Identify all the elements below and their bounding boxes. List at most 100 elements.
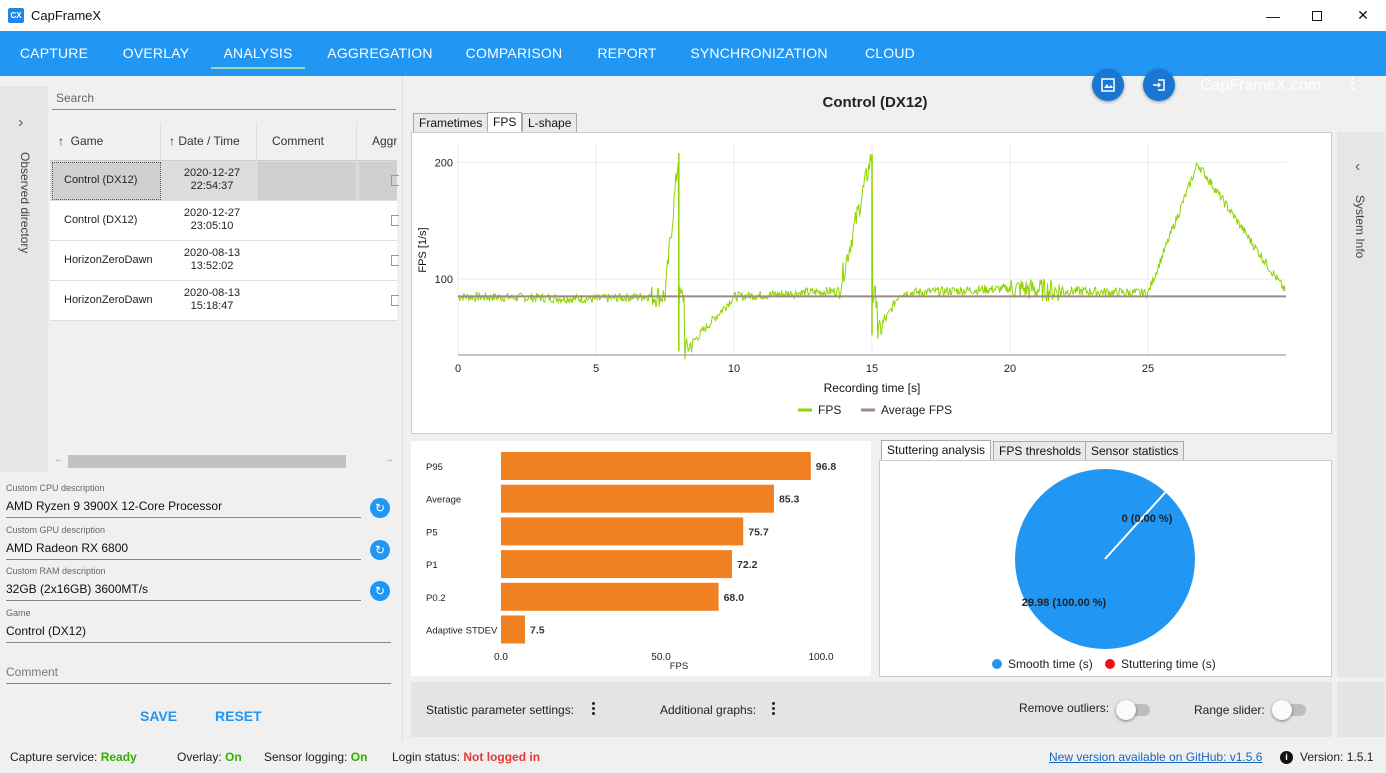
legend-average-label: Average FPS: [881, 403, 952, 417]
bar-x-axis-label: FPS: [670, 661, 688, 672]
nav-report[interactable]: REPORT: [597, 45, 657, 61]
nav-synchronization[interactable]: SYNCHRONIZATION: [690, 45, 828, 61]
cpu-field[interactable]: AMD Ryzen 9 3900X 12-Core Processor: [6, 499, 223, 513]
stat-settings-menu-icon[interactable]: [590, 700, 596, 718]
nav-capture[interactable]: CAPTURE: [19, 45, 89, 61]
bar-category-label: Average: [426, 495, 461, 506]
nav-aggregation[interactable]: AGGREGATION: [327, 45, 433, 61]
info-icon[interactable]: i: [1280, 751, 1293, 764]
search-input[interactable]: Search: [52, 87, 396, 110]
stuttering-time-slice: [1104, 491, 1167, 560]
tab-frametimes[interactable]: Frametimes: [413, 113, 489, 133]
tab-sensor-statistics[interactable]: Sensor statistics: [1085, 441, 1185, 461]
login-icon: [1153, 79, 1165, 91]
fps-line-chart[interactable]: 0 5 10 15 20 25 100 200 Recording time [s] FPS [1…: [412, 133, 1333, 435]
refresh-cpu-button[interactable]: ↻: [370, 498, 390, 518]
column-aggregation[interactable]: Aggr: [372, 134, 397, 148]
save-button[interactable]: SAVE: [140, 708, 178, 724]
table-row[interactable]: HorizonZeroDawn 2020-08-13 15:18:47: [50, 281, 399, 321]
scroll-left-icon[interactable]: ←: [54, 454, 64, 465]
table-row[interactable]: HorizonZeroDawn 2020-08-13 13:52:02: [50, 241, 399, 281]
table-row[interactable]: Control (DX12) 2020-12-27 23:05:10: [50, 201, 399, 241]
stats-bar-panel: P95 96.8 Average 85.3 P5 75.7 P1 72.2 P0.2 68.0 Ad…: [411, 441, 871, 676]
stuttering-panel: 0 (0.00 %) 29.98 (100.00 %) Smooth time (s…: [879, 460, 1332, 677]
legend-stutter-label: Stuttering time (s): [1121, 657, 1216, 671]
x-axis-label: Recording time [s]: [824, 381, 921, 395]
maximize-button[interactable]: [1294, 0, 1340, 31]
screenshot-button[interactable]: [1092, 69, 1124, 101]
remove-outliers-toggle[interactable]: [1116, 700, 1150, 720]
stuttering-pie-chart: 0 (0.00 %) 29.98 (100.00 %) Smooth time (s…: [992, 469, 1216, 671]
refresh-ram-button[interactable]: ↻: [370, 581, 390, 601]
close-icon: ✕: [1357, 7, 1369, 23]
tab-fps[interactable]: FPS: [487, 112, 523, 132]
observed-directory-panel[interactable]: [0, 86, 48, 472]
comment-field[interactable]: Comment: [6, 665, 59, 679]
refresh-icon: ↻: [374, 501, 386, 515]
aggregation-checkbox[interactable]: [391, 215, 399, 226]
aggregation-checkbox[interactable]: [391, 175, 399, 186]
overlay-status: Overlay: On: [177, 750, 242, 764]
bar-x-tick-label: 0.0: [494, 652, 508, 663]
horizontal-scrollbar[interactable]: ← →: [50, 453, 397, 470]
legend-fps-label: FPS: [818, 403, 841, 417]
system-info-panel[interactable]: [1337, 132, 1385, 677]
fps-chart-panel: 0 5 10 15 20 25 100 200 Recording time [s] FPS [1…: [411, 132, 1332, 434]
x-tick-label: 0: [455, 363, 461, 375]
additional-graphs-label: Additional graphs:: [660, 703, 757, 717]
tab-stuttering-analysis[interactable]: Stuttering analysis: [881, 440, 992, 461]
gpu-field-underline: [6, 559, 361, 560]
more-menu-icon[interactable]: [1346, 75, 1358, 95]
aggregation-checkbox[interactable]: [391, 255, 399, 266]
cpu-field-underline: [6, 517, 361, 518]
gpu-field[interactable]: AMD Radeon RX 6800: [6, 541, 129, 555]
reset-button[interactable]: RESET: [215, 708, 262, 724]
x-tick-label: 5: [593, 363, 599, 375]
bottom-options-bar: [411, 682, 1332, 737]
column-game[interactable]: ↑ Game: [50, 122, 161, 161]
update-link[interactable]: New version available on GitHub: v1.5.6: [1049, 750, 1263, 764]
row-game: Control (DX12): [64, 214, 138, 226]
nav-overlay[interactable]: OVERLAY: [122, 45, 190, 61]
sort-up-arrow-icon: ↑: [58, 134, 64, 148]
nav-analysis[interactable]: ANALYSIS: [223, 45, 293, 61]
column-date-time[interactable]: ↑ Date / Time: [161, 122, 257, 161]
row-datetime: 2020-08-13 15:18:47: [183, 287, 241, 312]
column-comment[interactable]: Comment: [257, 122, 357, 161]
row-datetime: 2020-08-13 13:52:02: [183, 247, 241, 272]
website-link[interactable]: CapFrameX.com: [1200, 77, 1321, 94]
table-row[interactable]: Control (DX12) 2020-12-27 22:54:37: [50, 161, 399, 201]
maximize-icon: [1312, 10, 1322, 21]
aggregation-checkbox[interactable]: [391, 295, 399, 306]
ram-label: Custom RAM description: [6, 566, 106, 576]
bar-category-label: P0.2: [426, 593, 446, 604]
row-game: Control (DX12): [64, 174, 138, 186]
app-logo-icon: CX: [8, 8, 24, 23]
tab-l-shape[interactable]: L-shape: [522, 113, 578, 133]
stat-bar: [501, 615, 525, 644]
range-slider-toggle[interactable]: [1272, 700, 1306, 720]
scroll-right-icon[interactable]: →: [384, 454, 394, 465]
close-button[interactable]: ✕: [1340, 0, 1386, 31]
tab-fps-thresholds[interactable]: FPS thresholds: [993, 441, 1088, 461]
bar-category-label: P95: [426, 462, 443, 473]
x-tick-label: 15: [866, 363, 878, 375]
remove-outliers-label: Remove outliers:: [1019, 701, 1110, 715]
nav-cloud[interactable]: CLOUD: [864, 45, 915, 61]
nav-comparison[interactable]: COMPARISON: [465, 45, 563, 61]
row-game: HorizonZeroDawn: [64, 294, 153, 306]
additional-graphs-menu-icon[interactable]: [770, 700, 776, 718]
scrollbar-thumb[interactable]: [68, 455, 346, 468]
chevron-left-icon[interactable]: ‹: [1355, 158, 1361, 175]
stat-bar: [501, 582, 719, 611]
game-field[interactable]: Control (DX12): [6, 624, 87, 638]
stat-bar: [501, 484, 774, 513]
ram-field[interactable]: 32GB (2x16GB) 3600MT/s: [6, 582, 149, 596]
stat-bar: [501, 517, 744, 546]
bottom-options-bar-right: [1337, 682, 1385, 737]
minimize-button[interactable]: —: [1250, 0, 1296, 31]
observed-directory-label: Observed directory: [18, 152, 32, 254]
chevron-right-icon[interactable]: ›: [18, 114, 24, 131]
refresh-gpu-button[interactable]: ↻: [370, 540, 390, 560]
login-button[interactable]: [1143, 69, 1175, 101]
